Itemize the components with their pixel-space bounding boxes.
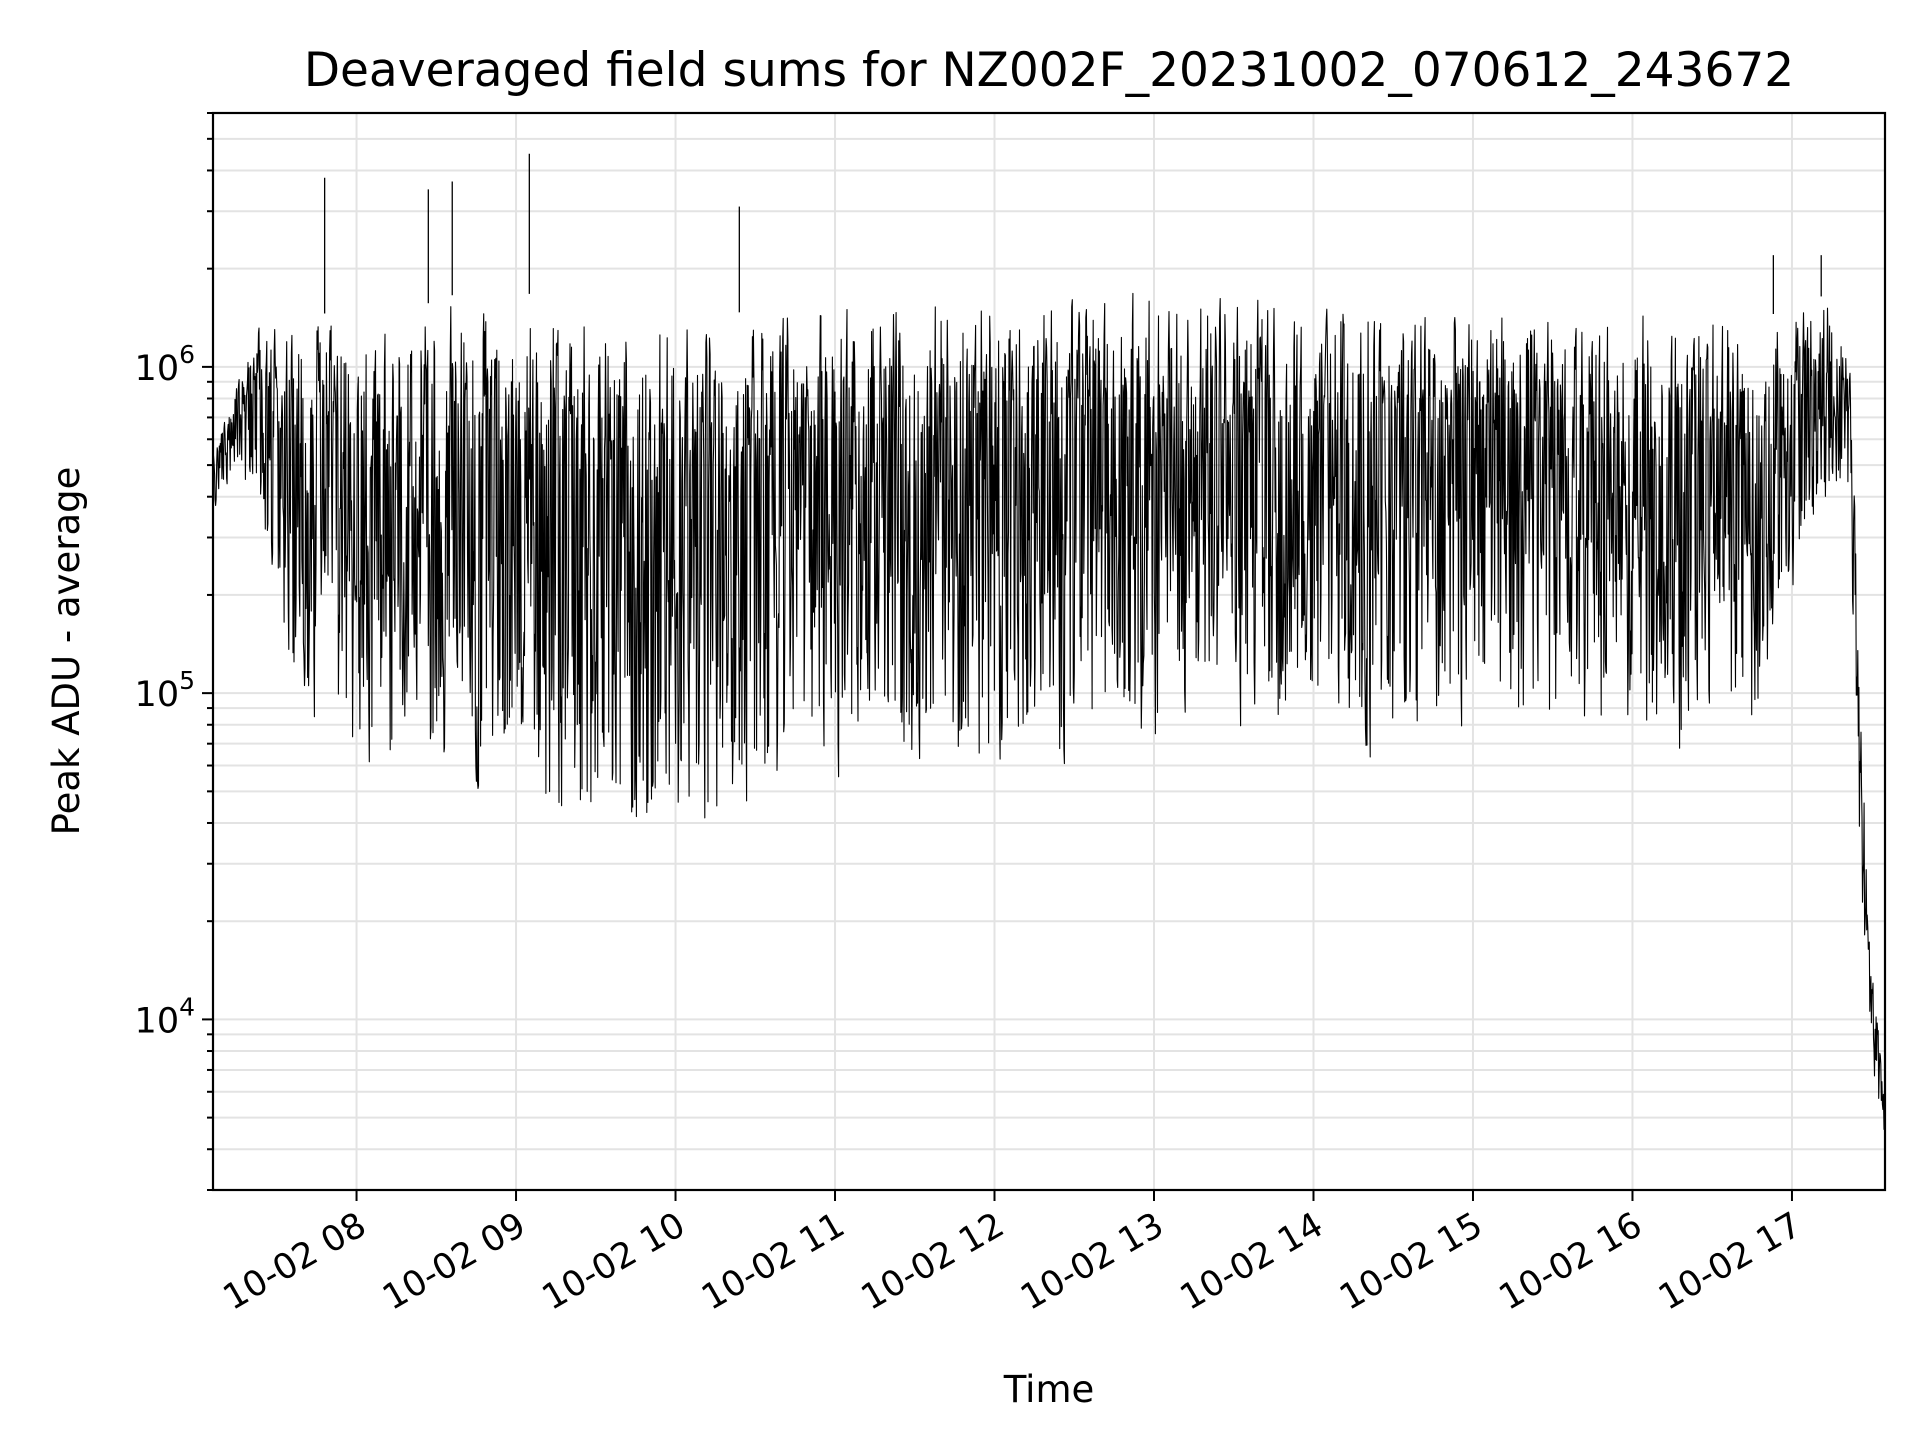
x-tick-label: 10-02 16 — [1493, 1205, 1649, 1318]
y-tick-exponent: 4 — [179, 992, 195, 1021]
y-tick-base: 10 — [135, 349, 180, 389]
x-tick-label: 10-02 13 — [1014, 1205, 1170, 1318]
y-tick-label: 104 — [135, 992, 195, 1041]
x-tick-label: 10-02 15 — [1333, 1205, 1489, 1318]
y-tick-label: 105 — [135, 666, 195, 715]
y-tick-label: 106 — [135, 340, 195, 389]
x-tick-label: 10-02 08 — [217, 1205, 373, 1318]
chart-title: Deaveraged field sums for NZ002F_2023100… — [304, 43, 1794, 98]
series-line — [212, 292, 1886, 1130]
grid-layer — [213, 112, 1885, 1191]
y-tick-exponent: 6 — [179, 340, 195, 369]
x-tick-label: 10-02 09 — [376, 1205, 532, 1318]
y-tick-base: 10 — [135, 1001, 180, 1041]
y-tick-exponent: 5 — [179, 666, 195, 695]
x-tick-label: 10-02 11 — [695, 1205, 851, 1318]
x-tick-label: 10-02 14 — [1174, 1205, 1330, 1318]
x-axis-label: Time — [1003, 1368, 1095, 1411]
y-tick-base: 10 — [135, 675, 180, 715]
x-tick-label: 10-02 12 — [855, 1205, 1011, 1318]
x-tick-label: 10-02 17 — [1652, 1205, 1808, 1318]
y-axis-label: Peak ADU - average — [45, 467, 88, 836]
plot-frame — [211, 111, 1887, 1192]
x-tick-label: 10-02 10 — [536, 1205, 692, 1318]
series-layer — [212, 153, 1886, 1130]
